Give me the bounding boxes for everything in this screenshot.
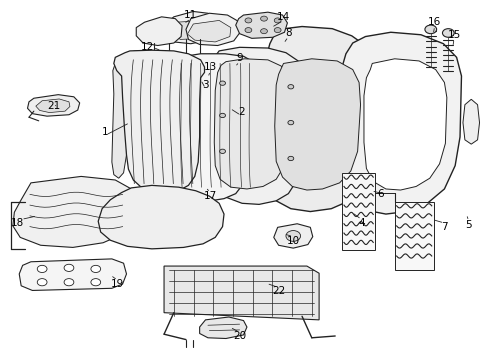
Circle shape [219, 113, 225, 118]
Polygon shape [163, 266, 319, 320]
Circle shape [91, 279, 101, 286]
Circle shape [244, 18, 251, 23]
Circle shape [64, 264, 74, 271]
Text: 13: 13 [203, 62, 217, 72]
Text: 5: 5 [465, 220, 471, 230]
Circle shape [37, 279, 47, 286]
Circle shape [91, 265, 101, 273]
Polygon shape [173, 21, 209, 40]
Polygon shape [19, 259, 126, 291]
Polygon shape [98, 201, 127, 239]
Polygon shape [125, 50, 161, 60]
Polygon shape [339, 32, 461, 214]
Polygon shape [199, 317, 246, 338]
Polygon shape [274, 59, 360, 190]
Polygon shape [394, 202, 433, 270]
Circle shape [287, 156, 293, 161]
Text: 20: 20 [233, 331, 245, 341]
Text: 18: 18 [11, 218, 24, 228]
Text: 17: 17 [203, 191, 217, 201]
Text: 6: 6 [377, 189, 384, 199]
Polygon shape [36, 99, 70, 113]
Circle shape [219, 81, 225, 85]
Circle shape [260, 29, 267, 34]
Polygon shape [207, 47, 305, 204]
Text: 12: 12 [140, 42, 153, 52]
Polygon shape [136, 17, 182, 45]
Circle shape [219, 149, 225, 153]
Circle shape [64, 279, 74, 286]
Polygon shape [363, 59, 446, 190]
Circle shape [260, 16, 267, 21]
Polygon shape [98, 185, 224, 249]
Circle shape [285, 230, 300, 241]
Circle shape [244, 28, 251, 33]
Circle shape [424, 25, 436, 34]
Circle shape [442, 29, 453, 37]
Polygon shape [214, 59, 290, 189]
Polygon shape [273, 224, 312, 248]
Text: 2: 2 [237, 107, 244, 117]
Circle shape [287, 121, 293, 125]
Text: 3: 3 [202, 80, 208, 90]
Text: 9: 9 [236, 53, 243, 63]
Circle shape [274, 28, 281, 33]
Polygon shape [166, 51, 200, 66]
Text: 7: 7 [440, 222, 447, 231]
Circle shape [287, 85, 293, 89]
Polygon shape [235, 12, 287, 39]
Text: 11: 11 [184, 10, 197, 20]
Polygon shape [13, 176, 137, 247]
Text: 1: 1 [102, 127, 109, 136]
Polygon shape [187, 21, 230, 42]
Circle shape [37, 265, 47, 273]
Text: 4: 4 [358, 218, 364, 228]
Polygon shape [112, 60, 130, 178]
Polygon shape [114, 50, 204, 194]
Polygon shape [263, 27, 374, 212]
Text: 21: 21 [48, 102, 61, 112]
Text: 14: 14 [276, 12, 289, 22]
Polygon shape [27, 95, 80, 116]
Text: 10: 10 [286, 236, 299, 246]
Polygon shape [166, 54, 258, 201]
Text: 22: 22 [271, 286, 285, 296]
Text: 19: 19 [111, 279, 124, 289]
Polygon shape [341, 173, 374, 250]
Polygon shape [462, 99, 479, 144]
Polygon shape [165, 12, 215, 44]
Polygon shape [185, 13, 239, 45]
Text: 15: 15 [447, 30, 460, 40]
Polygon shape [107, 202, 210, 239]
Text: 8: 8 [285, 28, 291, 38]
Text: 16: 16 [427, 17, 440, 27]
Circle shape [274, 18, 281, 23]
